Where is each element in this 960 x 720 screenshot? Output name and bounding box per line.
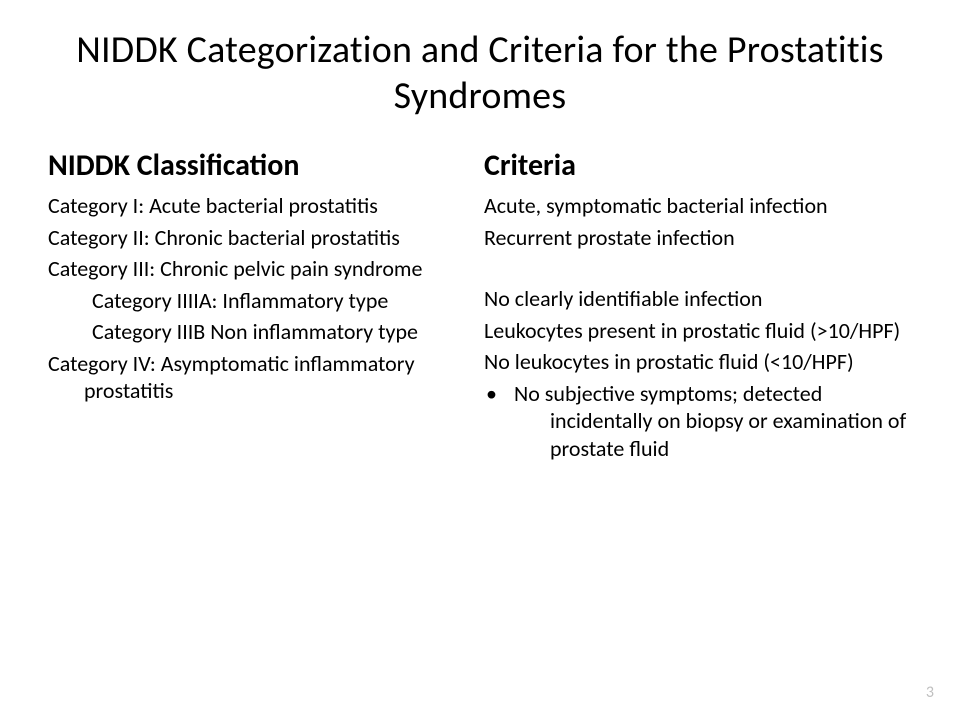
classification-subitem: Category IIIB Non inflammatory type <box>56 318 476 346</box>
slide-title: NIDDK Categorization and Criteria for th… <box>48 28 912 119</box>
slide: NIDDK Categorization and Criteria for th… <box>0 0 960 720</box>
classification-subitem: Category IIIIA: Inflammatory type <box>56 287 476 315</box>
criteria-item: Leukocytes present in prostatic fluid (>… <box>484 317 912 345</box>
page-number: 3 <box>926 683 934 702</box>
left-column: NIDDK Classification Category I: Acute b… <box>48 147 476 466</box>
criteria-item: Recurrent prostate infection <box>484 224 912 252</box>
criteria-item: No leukocytes in prostatic fluid (<10/HP… <box>484 348 912 376</box>
content-columns: NIDDK Classification Category I: Acute b… <box>48 147 912 466</box>
right-heading: Criteria <box>484 147 912 184</box>
classification-item: Category IV: Asymptomatic inflammatory p… <box>48 350 476 405</box>
criteria-spacer <box>484 255 912 281</box>
criteria-bullet-item: • No subjective symptoms; detected incid… <box>484 380 912 463</box>
criteria-item: Acute, symptomatic bacterial infection <box>484 192 912 220</box>
classification-item: Category II: Chronic bacterial prostatit… <box>48 224 476 252</box>
left-heading: NIDDK Classification <box>48 147 476 184</box>
classification-item: Category I: Acute bacterial prostatitis <box>48 192 476 220</box>
bullet-icon: • <box>484 380 514 463</box>
classification-item: Category III: Chronic pelvic pain syndro… <box>48 255 476 283</box>
criteria-item: No clearly identifiable infection <box>484 285 912 313</box>
criteria-bullet-text: No subjective symptoms; detected inciden… <box>514 380 912 463</box>
right-column: Criteria Acute, symptomatic bacterial in… <box>484 147 912 466</box>
